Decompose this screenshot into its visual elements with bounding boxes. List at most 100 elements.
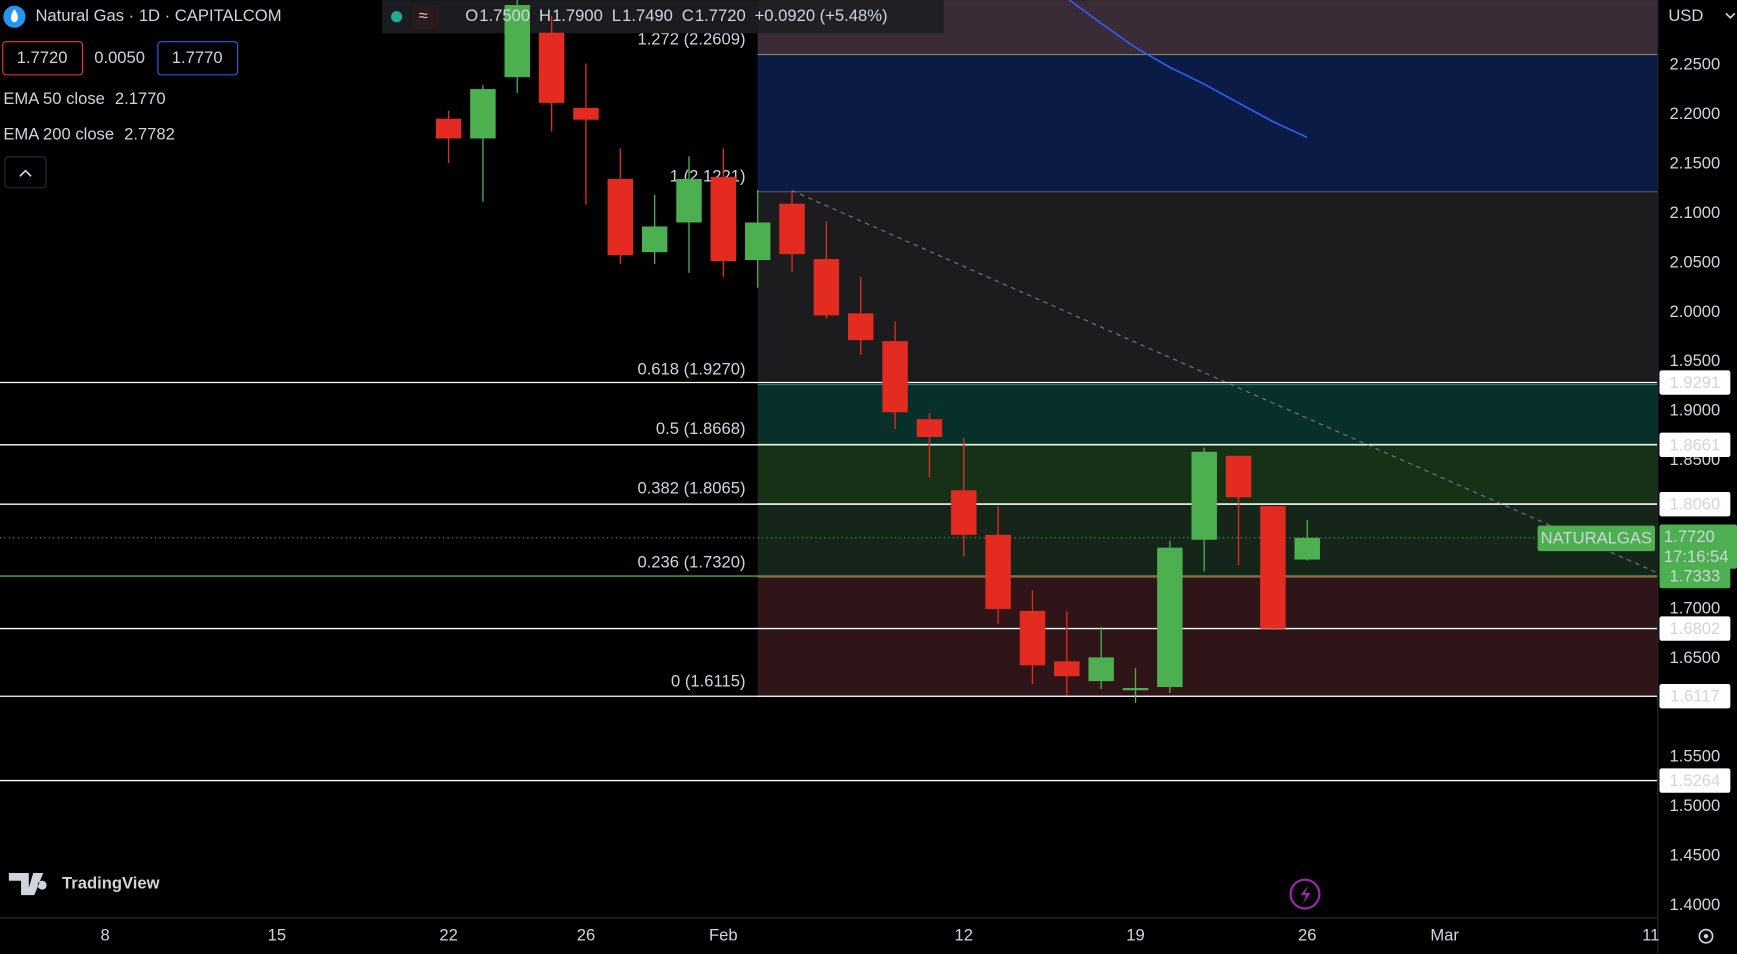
- time-axis: [0, 917, 1658, 954]
- settings-icon-core: [1703, 933, 1709, 939]
- price-label: 1.5264: [1669, 771, 1720, 790]
- indicator-value: 2.1770: [115, 89, 166, 108]
- candle-body: [1054, 661, 1080, 677]
- market-status: [391, 11, 403, 23]
- sell-button[interactable]: [2, 41, 84, 76]
- fib-level-label: 0 (1.6115): [671, 671, 745, 690]
- ohlc-value: 1.7500: [479, 6, 530, 25]
- x-tick-label: Feb: [709, 926, 738, 945]
- price-label-box: [1659, 370, 1731, 395]
- candle-body: [1191, 451, 1217, 540]
- candle-body: [916, 419, 943, 437]
- currency[interactable]: USD: [1668, 6, 1703, 25]
- y-tick-label: 1.5500: [1669, 747, 1720, 766]
- candle-body: [710, 177, 737, 262]
- price-label-box: [1659, 432, 1731, 457]
- candle-body: [1225, 455, 1252, 498]
- candle-body: [1019, 610, 1046, 666]
- price-label: 1.9291: [1669, 373, 1720, 392]
- fib-level-label: 0.5 (1.8668): [656, 419, 746, 438]
- price-axis: [1657, 0, 1737, 954]
- lightning-bolt: [1300, 885, 1311, 905]
- price-label-box: [1659, 768, 1731, 793]
- indicator-flag-icon: ≈: [419, 6, 428, 25]
- candle-body: [607, 179, 634, 256]
- x-tick-label: 8: [100, 926, 109, 945]
- y-tick-label: 1.4000: [1669, 895, 1720, 914]
- y-tick-label: 1.5000: [1669, 796, 1720, 815]
- y-tick-label: 2.0500: [1669, 252, 1720, 271]
- candle-body: [538, 32, 565, 103]
- y-tick-label: 2.2000: [1669, 104, 1720, 123]
- currency-dropdown[interactable]: [1725, 12, 1736, 19]
- y-tick-label: 2.1000: [1669, 203, 1720, 222]
- candle-body: [847, 313, 874, 341]
- price-label: 1.7333: [1669, 567, 1720, 586]
- candle-body: [951, 490, 977, 535]
- candle-body: [1294, 537, 1320, 560]
- price-label: 1.6117: [1670, 687, 1720, 706]
- y-tick-label: 1.9000: [1669, 401, 1720, 420]
- ohlc-key: O: [465, 6, 478, 25]
- y-tick-label: 1.6500: [1669, 648, 1720, 667]
- candle-body: [882, 341, 908, 413]
- buy-button[interactable]: [157, 41, 239, 76]
- indicator-flag: [412, 4, 439, 29]
- change: +0.0920 (+5.48%): [755, 6, 888, 25]
- symbol-title: Natural Gas · 1D · CAPITALCOM: [35, 6, 281, 25]
- trend-line: [791, 190, 1658, 574]
- y-tick-label: 1.7000: [1669, 598, 1720, 617]
- candle-body: [813, 259, 840, 316]
- x-tick-label: 11: [1642, 926, 1659, 945]
- fib-zone: [757, 54, 1658, 192]
- symbol-tag-box: [1537, 525, 1656, 552]
- fib-zone: [757, 577, 1658, 697]
- candle-body: [435, 118, 462, 139]
- candle-body: [1088, 657, 1114, 682]
- x-tick-label: 19: [1126, 926, 1144, 945]
- logo-mark: [8, 873, 47, 896]
- fib-level-label: 0.236 (1.7320): [637, 552, 745, 571]
- y-tick-label: 1.4500: [1669, 845, 1720, 864]
- buy-price: 1.7770: [172, 48, 223, 67]
- ohlc-key: L: [612, 6, 621, 25]
- price-label-box: [1659, 616, 1731, 641]
- ema-line: [1068, 0, 1308, 139]
- candle-body: [470, 89, 496, 139]
- ohlc-key: C: [682, 6, 694, 25]
- x-tick-label: 26: [577, 926, 595, 945]
- indicator-name: EMA 200 close: [3, 125, 114, 144]
- symbol-tag: NATURALGAS: [1541, 528, 1652, 547]
- sell-price: 1.7720: [17, 48, 68, 67]
- fib-level-label: 0.382 (1.8065): [637, 479, 745, 498]
- candle-body: [504, 5, 531, 78]
- y-tick-label: 2.2500: [1669, 55, 1720, 74]
- collapse-button[interactable]: [4, 156, 47, 189]
- countdown: 17:16:54: [1664, 547, 1729, 566]
- price-label: 1.8661: [1669, 435, 1720, 454]
- x-tick-label: 26: [1298, 926, 1316, 945]
- price-label-box: [1659, 684, 1731, 709]
- fib-level-label: 0.618 (1.9270): [637, 360, 745, 379]
- candle-body: [573, 107, 599, 120]
- price-label: 1.6802: [1669, 619, 1720, 638]
- indicator-name: EMA 50 close: [3, 89, 105, 108]
- header-band: [382, 0, 944, 34]
- x-tick-label: 12: [955, 926, 973, 945]
- candle-body: [744, 222, 771, 261]
- ohlc-value: 1.7900: [552, 6, 603, 25]
- ohlc-key: H: [539, 6, 551, 25]
- candle-body: [641, 226, 668, 253]
- logo-text: TradingView: [62, 874, 160, 893]
- plot-area: 1.272 (2.2609)1 (2.1221)0.618 (1.9270)0.…: [0, 0, 1658, 782]
- candle-body: [1122, 688, 1149, 691]
- y-tick-label: 1.9500: [1669, 351, 1720, 370]
- lightning-icon[interactable]: [1289, 878, 1321, 910]
- x-tick-label: Mar: [1430, 926, 1459, 945]
- last-price-box: [1659, 524, 1737, 569]
- candle-body: [985, 534, 1011, 609]
- settings-icon[interactable]: [1698, 928, 1714, 944]
